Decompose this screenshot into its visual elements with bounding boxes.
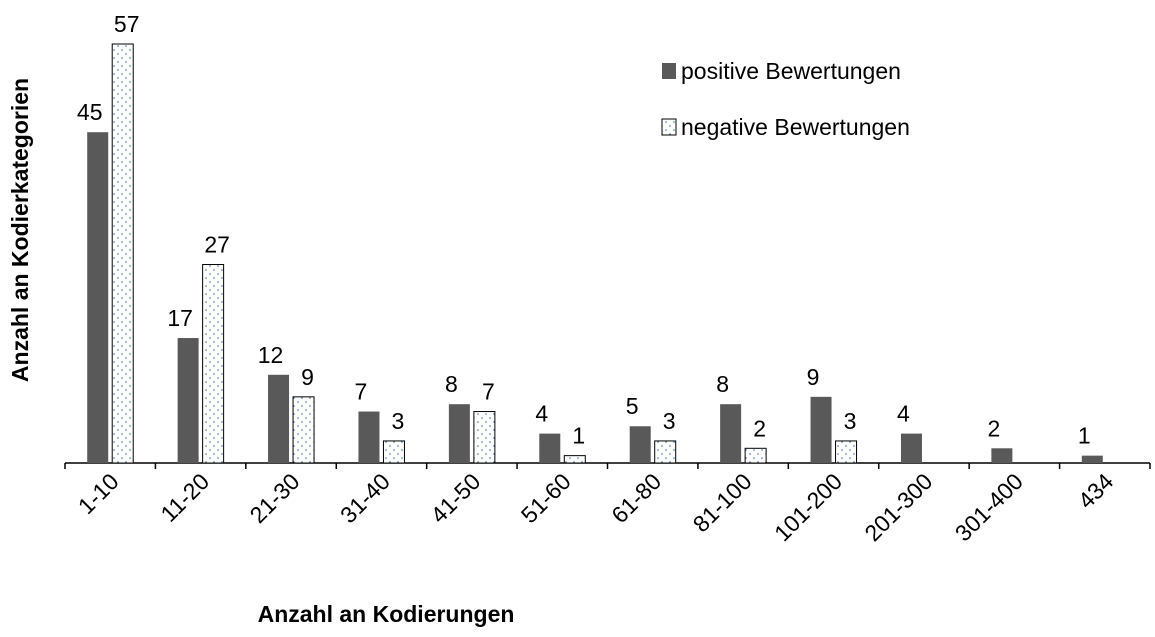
legend-label: positive Bewertungen [681,58,901,84]
bar [448,404,470,463]
bar [720,404,742,463]
bar [473,411,496,464]
data-label: 4 [897,401,910,427]
data-label: 2 [753,415,766,441]
data-label: 3 [844,408,857,434]
bar [900,433,922,463]
x-tick-label: 101-200 [769,468,847,546]
bar [358,411,380,463]
legend-swatch [661,118,677,136]
x-tick-label: 21-30 [245,468,305,528]
bar [835,440,858,464]
bar [382,440,405,464]
data-label: 7 [482,379,495,405]
x-tick-label: 201-300 [859,468,937,546]
data-label: 1 [572,423,585,449]
bar [268,374,290,463]
data-label: 4 [535,401,548,427]
x-tick-label: 41-50 [425,468,485,528]
data-label: 9 [807,364,820,390]
x-tick-label: 301-400 [950,468,1028,546]
data-label: 7 [355,379,368,405]
x-tick-label: 434 [1073,468,1119,514]
x-tick-label: 81-100 [688,468,757,537]
x-tick-label: 11-20 [155,468,214,527]
data-label: 2 [987,415,1000,441]
data-label: 9 [301,364,314,390]
data-label: 3 [392,408,405,434]
data-label: 12 [258,342,284,368]
x-tick-label: 61-80 [606,468,666,528]
bar [563,455,586,464]
x-axis-title: Anzahl an Kodierungen [258,601,515,627]
bar [991,448,1013,463]
bar [292,396,315,464]
legend-label: negative Bewertungen [681,114,910,140]
y-axis-title: Anzahl an Kodierkategorien [7,78,33,382]
data-label: 8 [716,371,729,397]
bar [111,43,134,464]
data-label: 17 [167,305,193,331]
bar [629,426,651,463]
bar [539,433,561,463]
bar [810,396,832,463]
bar [177,338,199,463]
legend-swatch [662,63,676,79]
x-tick-label: 31-40 [335,468,395,528]
bar [202,264,225,464]
x-tick-label: 1-10 [73,468,124,519]
bar [654,440,677,464]
data-label: 8 [445,371,458,397]
bar [1081,455,1103,463]
x-tick-label: 51-60 [516,468,576,528]
bar [744,447,767,464]
data-label: 45 [77,99,103,125]
bar [87,132,109,464]
data-label: 27 [204,232,230,258]
data-label: 5 [626,393,639,419]
data-label: 3 [663,408,676,434]
data-label: 1 [1078,423,1091,449]
data-label: 57 [114,11,140,37]
